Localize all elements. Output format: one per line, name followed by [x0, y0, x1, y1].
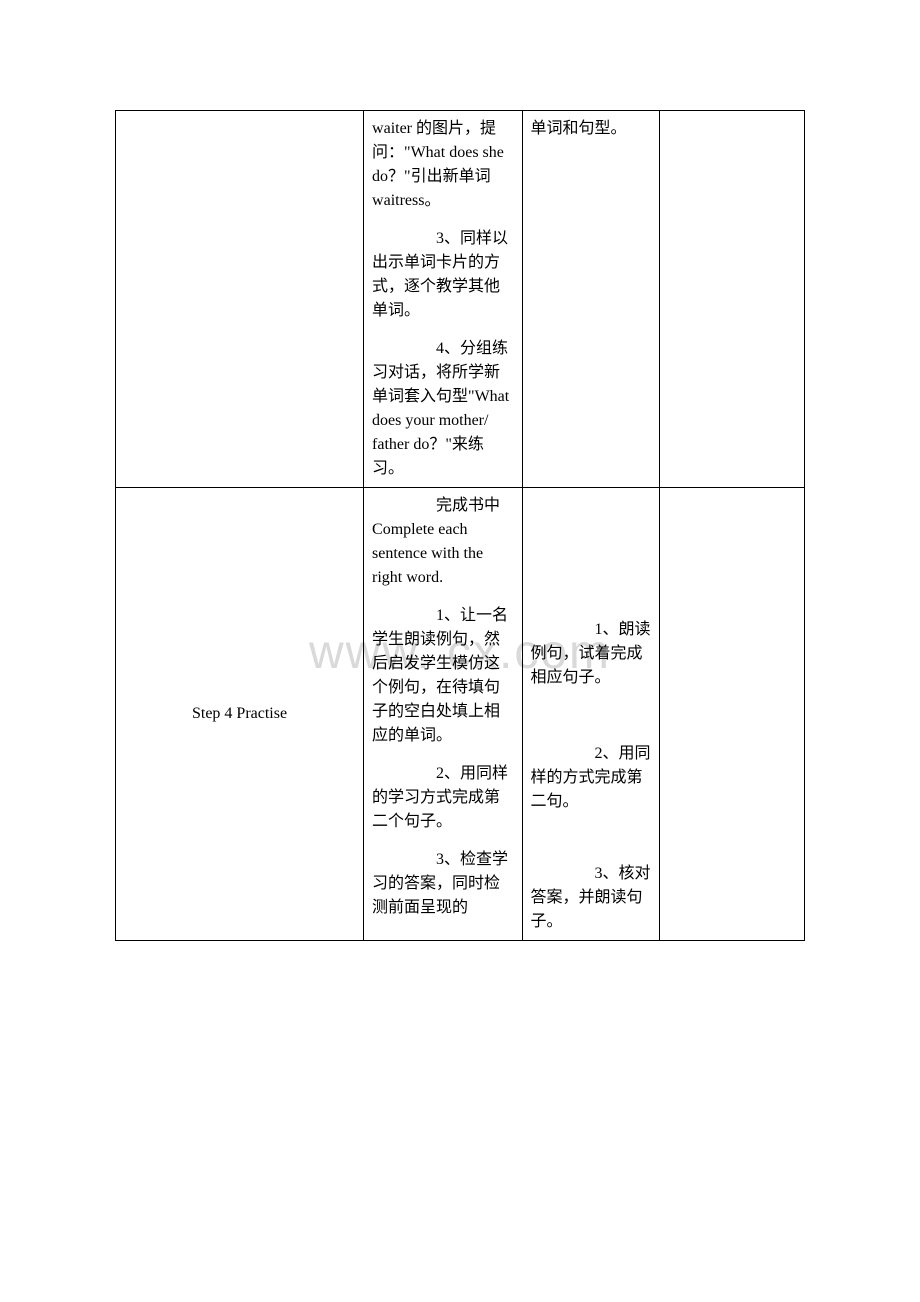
- step-cell: Step 4 Practise: [116, 488, 364, 941]
- para: 3、核对答案，并朗读句子。: [531, 862, 652, 934]
- para: [531, 704, 652, 728]
- para: 3、同样以出示单词卡片的方式，逐个教学其他单词。: [372, 227, 513, 323]
- teacher-activity-cell: 完成书中 Complete each sentence with the rig…: [364, 488, 522, 941]
- para: 1、朗读例句，试着完成相应句子。: [531, 618, 652, 690]
- table-row: Step 4 Practise 完成书中 Complete each sente…: [116, 488, 805, 941]
- para: 2、用同样的方式完成第二句。: [531, 742, 652, 814]
- step-cell: [116, 111, 364, 488]
- student-activity-cell: 1、朗读例句，试着完成相应句子。 2、用同样的方式完成第二句。 3、核对答案，并…: [522, 488, 660, 941]
- notes-cell: [660, 111, 805, 488]
- para: 2、用同样的学习方式完成第二个句子。: [372, 762, 513, 834]
- para: 4、分组练习对话，将所学新单词套入句型"What does your mothe…: [372, 337, 513, 481]
- table-row: waiter 的图片，提问："What does she do？"引出新单词 w…: [116, 111, 805, 488]
- notes-cell: [660, 488, 805, 941]
- para: 完成书中 Complete each sentence with the rig…: [372, 494, 513, 590]
- para: [531, 828, 652, 848]
- para: 3、检查学习的答案，同时检测前面呈现的: [372, 848, 513, 920]
- student-activity-cell: 单词和句型。: [522, 111, 660, 488]
- teacher-activity-cell: waiter 的图片，提问："What does she do？"引出新单词 w…: [364, 111, 522, 488]
- para: 单词和句型。: [531, 117, 652, 141]
- lesson-table: waiter 的图片，提问："What does she do？"引出新单词 w…: [115, 110, 805, 941]
- para: 1、让一名学生朗读例句，然后启发学生模仿这个例句，在待填句子的空白处填上相应的单…: [372, 604, 513, 748]
- page-content: waiter 的图片，提问："What does she do？"引出新单词 w…: [0, 0, 920, 941]
- para: waiter 的图片，提问："What does she do？"引出新单词 w…: [372, 117, 513, 213]
